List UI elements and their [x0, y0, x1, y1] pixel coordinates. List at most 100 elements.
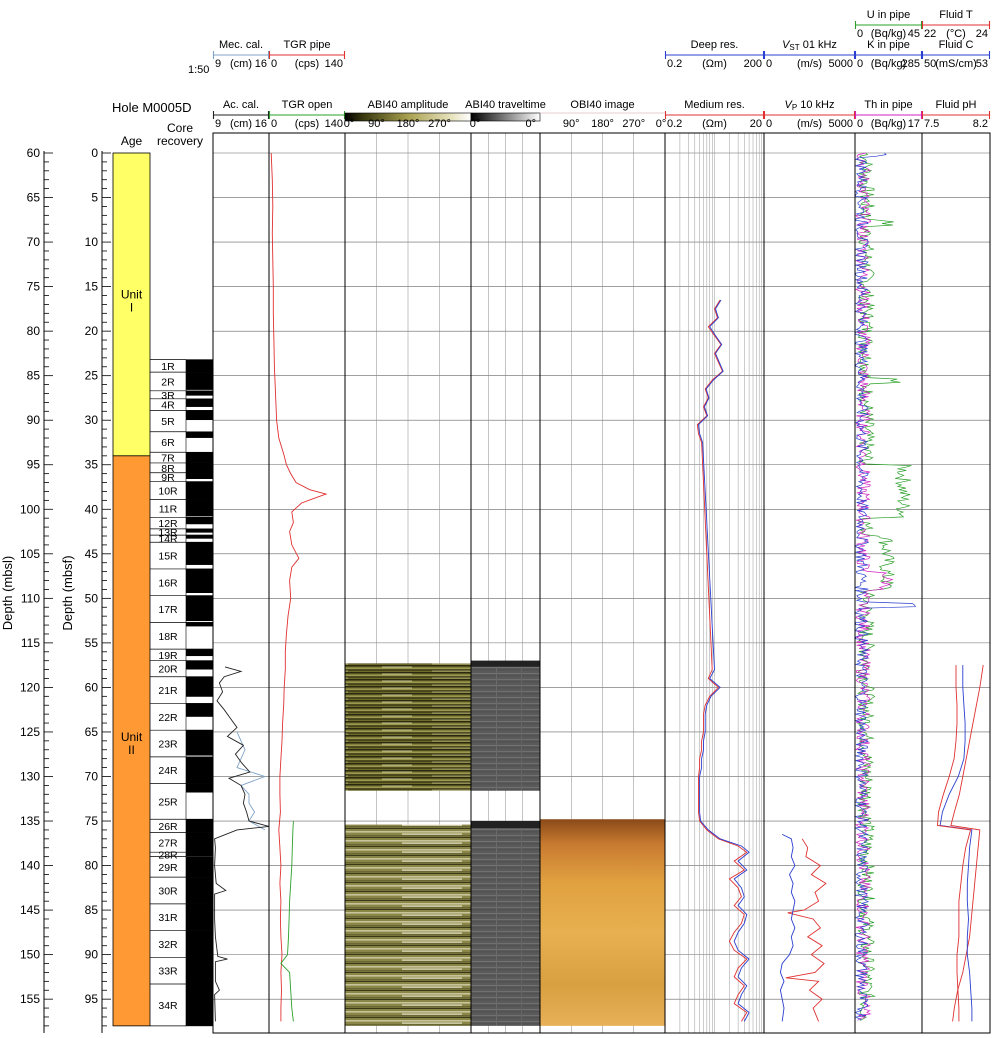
core-label: 22R [158, 712, 178, 724]
axis-tick-label: 95 [85, 992, 99, 1006]
abi-traveltime-image [471, 660, 540, 791]
core-label: 10R [158, 486, 178, 498]
axis-tick-label: 155 [20, 992, 40, 1006]
header-min: 0 [271, 58, 277, 70]
header-unit: (cm) [230, 58, 252, 70]
axis-tick-label: 60 [85, 680, 99, 694]
axis-tick-label: 35 [85, 458, 99, 472]
header-name: Medium res. [684, 99, 745, 111]
header-min: 7.5 [924, 118, 939, 130]
header-max: 200 [744, 58, 762, 70]
core-recovered [186, 756, 213, 784]
header-max: 53 [976, 58, 988, 70]
header-resistivity-row3: Medium res.0.2 (Ωm) 20 [664, 99, 765, 130]
header-unit: (cps) [295, 58, 319, 70]
axis-tick-label: 70 [85, 769, 99, 783]
tgr-open-curve [280, 820, 294, 1022]
header-fluid-row2: Fluid C50(mS/cm)53 [921, 39, 991, 70]
core-label: 2R [161, 376, 175, 388]
header-caliper-row2: Mec. cal. 9 (cm) 16 [212, 39, 270, 70]
core-label: 31R [158, 912, 178, 924]
header-resistivity-row2: Deep res. 0.2 (Ωm) 200 [664, 39, 765, 70]
header-name: TGR open [282, 99, 333, 111]
core-recovered [186, 517, 213, 525]
vst-curve [779, 833, 796, 1022]
header-max: 5000 [829, 58, 853, 70]
medium-res-curve [696, 299, 748, 1022]
axis-tick-label: 50 [85, 591, 99, 605]
header-max: 140 [325, 118, 343, 130]
ac-cal-curve [214, 666, 270, 1022]
u-in-pipe-curve [856, 152, 912, 1021]
axis-tick-label: 0 [91, 146, 98, 160]
core-recovered [186, 856, 213, 878]
header-max: 285 [902, 58, 920, 70]
header-spectral-row2: K in pipe 0 (Bq/kg)285 [854, 39, 923, 70]
header-velocity-row2: VST 01 kHz 0 (m/s) 5000 [763, 39, 856, 70]
core-label: 8R [161, 463, 175, 475]
header-name: K in pipe [867, 39, 910, 51]
header-max: 24 [976, 28, 988, 40]
core-recovered [186, 730, 213, 756]
header-velocity-row3: VP 10 kHz 0 (m/s) 5000 [763, 99, 856, 130]
core-recovered [186, 660, 213, 670]
axis-tick-label: 100 [20, 502, 40, 516]
header-unit: (Ωm) [702, 58, 727, 70]
header-max: 20 [750, 118, 762, 130]
axis-tick-label: 60 [27, 146, 41, 160]
axis-tick-label: 145 [20, 903, 40, 917]
core-recovered [186, 462, 213, 473]
header-min: 0 [271, 118, 277, 130]
header-min: 0 [857, 58, 863, 70]
fluid-ph-curve [937, 665, 972, 1022]
header-name: Ac. cal. [223, 99, 259, 111]
core-recovered [186, 877, 213, 904]
age-unit-2 [112, 455, 151, 1027]
core-recovered [186, 903, 213, 931]
header-name: OBI40 image [570, 99, 634, 111]
core-recovery-header: recovery [157, 134, 203, 148]
axis-tick-label: 65 [85, 725, 99, 739]
core-label: 26R [158, 821, 178, 833]
fluid-c-curve [939, 665, 973, 1022]
header-fluid-row1: Fluid T22 (°C) 24 [921, 9, 991, 40]
core-label: 4R [161, 400, 175, 412]
header-max: 17 [908, 118, 920, 130]
core-label: 14R [158, 534, 178, 546]
header-name: U in pipe [867, 9, 910, 21]
core-recovered [186, 832, 213, 853]
core-recovered [186, 930, 213, 958]
age-unit-1 [112, 152, 151, 457]
abi-amplitude-image [345, 663, 471, 791]
header-min: 0.2 [667, 58, 682, 70]
core-label: 13R [158, 527, 178, 539]
header-tick: 0° [344, 118, 355, 130]
header-max: 45 [908, 28, 920, 40]
core-recovered [186, 649, 213, 657]
header-tick: 0° [656, 118, 667, 130]
axis-tick-label: 75 [27, 280, 41, 294]
abi-traveltime-image [471, 821, 540, 829]
abi-traveltime-image [471, 660, 540, 667]
axis-title: Depth (mbsl) [0, 556, 15, 630]
abi-amplitude-image [345, 824, 471, 1026]
core-recovered [186, 957, 213, 985]
axis-tick-label: 80 [85, 859, 99, 873]
header-tick: 90° [368, 118, 385, 130]
core-label: 28R [158, 849, 178, 861]
header-tick: 180° [591, 118, 614, 130]
header-name: Th in pipe [864, 99, 912, 111]
core-label: 23R [158, 739, 178, 751]
core-recovered [186, 431, 213, 438]
header-min: 0.2 [667, 118, 682, 130]
header-name: ABI40 traveltime [465, 99, 546, 111]
core-recovered [186, 528, 213, 533]
axis-tick-label: 105 [20, 547, 40, 561]
header-tick: 270° [622, 118, 645, 130]
axis-tick-label: 80 [27, 324, 41, 338]
axis-tick-label: 40 [85, 502, 99, 516]
header-min: 9 [215, 118, 221, 130]
core-label: 9R [161, 472, 175, 484]
axis-tick-label: 20 [85, 324, 99, 338]
